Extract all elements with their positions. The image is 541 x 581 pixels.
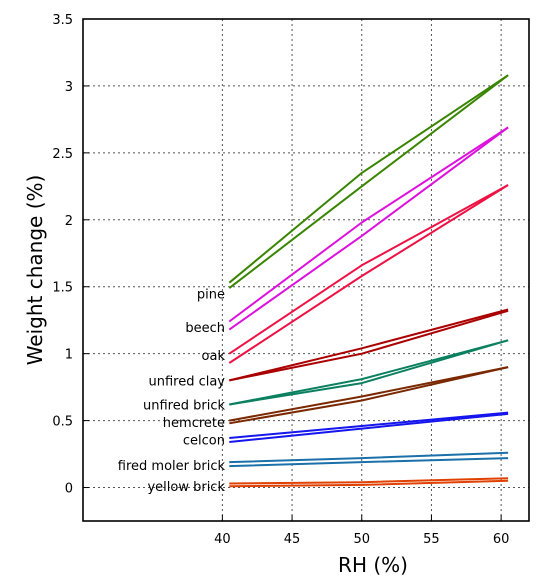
plot-frame (82, 18, 530, 522)
material-label-layer: pine beech oak unfired clay unfired brick hem… (118, 287, 226, 495)
material-label: celcon (183, 433, 225, 448)
series-layer (228, 74, 509, 488)
material-label: fired moler brick (118, 459, 226, 474)
series-line-upper (229, 366, 509, 422)
x-tick-label: 40 (214, 532, 231, 547)
y-tick-label: 1.5 (52, 281, 73, 296)
series-line-upper (229, 308, 509, 382)
series-line-upper (229, 339, 509, 406)
series-line-upper (228, 184, 509, 355)
series-line-upper (229, 411, 509, 439)
material-label: unfired brick (143, 399, 225, 414)
x-tick-label: 55 (423, 532, 440, 547)
series-line-lower (228, 74, 509, 289)
series-line-upper (229, 451, 509, 464)
y-tick-label: 2 (65, 214, 73, 229)
tick-layer: 40 45 50 55 60 0 0.5 1 1.5 2 2.5 3 3.5 (52, 13, 509, 547)
y-tick-label: 0 (65, 482, 73, 497)
material-label: unfired clay (148, 374, 225, 389)
series-line-upper (228, 74, 509, 284)
series-line-lower (229, 366, 509, 425)
material-label: yellow brick (147, 480, 225, 495)
series-line-lower (228, 184, 509, 364)
series-line-upper (229, 477, 509, 485)
material-label: oak (202, 349, 226, 364)
x-tick-label: 60 (493, 532, 510, 547)
series-line-lower (229, 339, 509, 406)
x-tick-label: 45 (284, 532, 301, 547)
y-tick-label: 3 (65, 80, 73, 95)
series-line-lower (229, 479, 509, 488)
y-tick-label: 1 (65, 348, 73, 363)
series-line-lower (229, 457, 509, 468)
series-line-upper (228, 126, 509, 323)
material-label: hemcrete (163, 416, 225, 431)
material-label: pine (197, 287, 225, 302)
y-tick-label: 0.5 (52, 415, 73, 430)
x-axis-title: RH (%) (338, 553, 408, 577)
material-label: beech (185, 321, 225, 336)
y-axis-title: Weight change (%) (23, 175, 47, 366)
y-tick-label: 2.5 (52, 147, 73, 162)
grid-layer (83, 18, 529, 521)
series-line-lower (229, 412, 509, 443)
series-line-lower (229, 309, 509, 382)
x-tick-label: 50 (353, 532, 370, 547)
y-tick-label: 3.5 (52, 13, 73, 28)
series-line-lower (228, 126, 509, 331)
